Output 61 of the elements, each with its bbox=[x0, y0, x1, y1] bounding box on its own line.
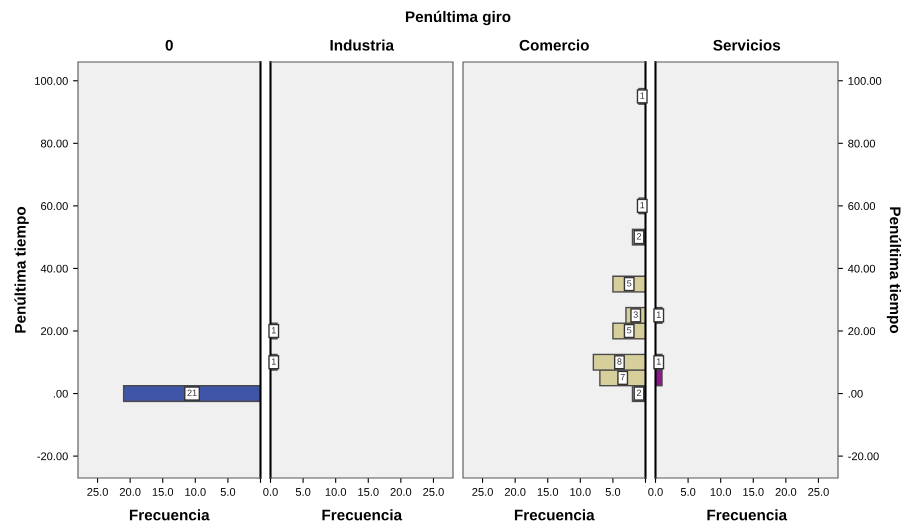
y-tick-label: -20.00 bbox=[848, 452, 879, 460]
x-tick-label: 20.0 bbox=[390, 488, 412, 496]
x-axis-title: Frecuencia bbox=[514, 509, 595, 520]
y-tick-label: -20.00 bbox=[37, 452, 68, 460]
data-label: 2 bbox=[636, 233, 642, 240]
x-tick-label: 20.0 bbox=[120, 488, 141, 496]
y-tick-label: 80.00 bbox=[848, 140, 876, 148]
data-label: 5 bbox=[627, 327, 632, 334]
data-label: 8 bbox=[617, 358, 622, 365]
x-tick-label: 20.0 bbox=[776, 488, 796, 496]
data-label: 1 bbox=[272, 327, 276, 334]
x-tick-label: 15.0 bbox=[538, 488, 558, 496]
data-label: 5 bbox=[627, 280, 632, 286]
y-tick-label: 100.00 bbox=[35, 77, 68, 85]
chart-title: 0 bbox=[166, 40, 173, 51]
y-tick-label: 100.00 bbox=[848, 77, 882, 85]
data-label: 21 bbox=[187, 390, 197, 396]
chart-title: Servicios bbox=[713, 39, 780, 51]
y-tick-label: 60.00 bbox=[41, 202, 68, 210]
y-tick-label: 40.00 bbox=[848, 264, 876, 273]
x-tick-label: 10.0 bbox=[326, 488, 346, 496]
chart-title: Industria bbox=[330, 39, 394, 51]
y-tick-label: .00 bbox=[54, 390, 68, 398]
x-tick-label: 10.0 bbox=[185, 488, 206, 496]
y-tick-label: 40.00 bbox=[40, 264, 68, 273]
text: Penúltima giro bbox=[406, 10, 510, 26]
x-tick-label: 25.0 bbox=[423, 488, 444, 496]
y-tick-label: .00 bbox=[848, 390, 863, 398]
x-tick-label: 20.0 bbox=[504, 488, 526, 496]
x-tick-label: 0.0 bbox=[648, 488, 663, 496]
x-tick-label: 5.0 bbox=[296, 488, 310, 496]
data-label: 1 bbox=[272, 358, 276, 365]
x-tick-label: 25.0 bbox=[87, 488, 108, 496]
y-tick-label: 80.00 bbox=[40, 140, 68, 148]
data-label: 1 bbox=[656, 358, 661, 365]
x-tick-label: 5.0 bbox=[606, 488, 620, 496]
y-tick-label: 20.00 bbox=[848, 327, 876, 336]
x-tick-label: 5.0 bbox=[680, 488, 696, 496]
data-label: 3 bbox=[634, 311, 638, 318]
y-axis-title: Penúltima tiempo bbox=[14, 206, 29, 333]
data-label: 1 bbox=[640, 92, 644, 99]
y-tick-label: 20.00 bbox=[41, 327, 68, 336]
x-tick-label: 15.0 bbox=[743, 488, 764, 496]
x-tick-label: 0.0 bbox=[263, 488, 278, 496]
x-axis-title: Frecuencia bbox=[707, 509, 788, 520]
x-tick-label: 15.0 bbox=[358, 488, 379, 496]
x-tick-label: 25.0 bbox=[808, 488, 829, 496]
y-tick-label: 60.00 bbox=[848, 202, 876, 210]
x-tick-label: 5.0 bbox=[220, 488, 236, 496]
data-label: 2 bbox=[636, 390, 642, 396]
x-tick-label: 10.0 bbox=[570, 488, 591, 496]
data-label: 1 bbox=[656, 311, 661, 318]
x-axis-title: Frecuencia bbox=[322, 509, 402, 520]
data-label: 7 bbox=[620, 374, 625, 380]
chart-title: Comercio bbox=[520, 39, 589, 51]
y-axis-title: Penúltima tiempo bbox=[886, 207, 902, 334]
x-tick-label: 10.0 bbox=[710, 488, 732, 496]
x-tick-label: 25.0 bbox=[472, 488, 493, 496]
data-label: 1 bbox=[640, 202, 644, 208]
x-axis-title: Frecuencia bbox=[130, 509, 210, 520]
x-tick-label: 15.0 bbox=[152, 488, 174, 496]
